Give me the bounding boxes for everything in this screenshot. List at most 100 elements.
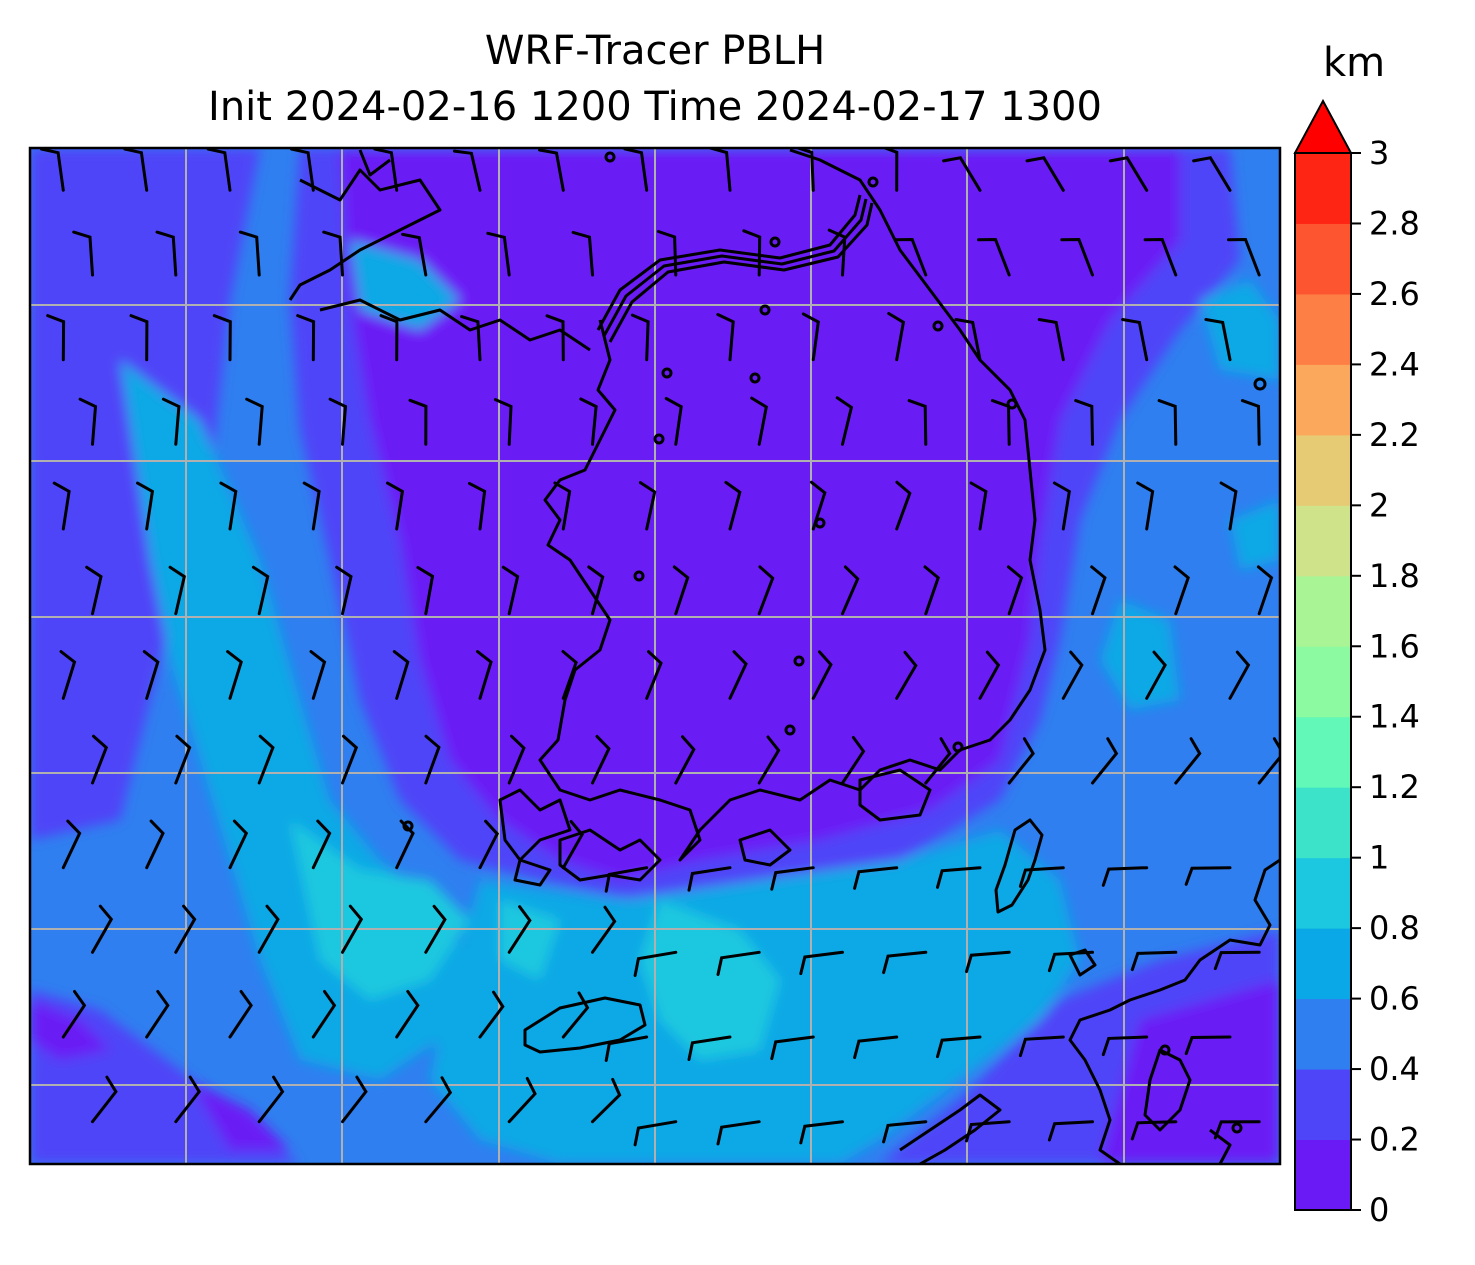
wind-barb — [907, 399, 928, 446]
wind-barb — [728, 650, 748, 700]
colorbar-segment — [1295, 505, 1351, 577]
wind-barb — [1037, 318, 1065, 362]
wind-barb — [341, 1075, 368, 1124]
colorbar-tick-label: 1.4 — [1369, 698, 1420, 736]
colorbar-segment — [1295, 575, 1351, 647]
wind-barb — [408, 398, 428, 446]
wind-barb — [538, 148, 565, 192]
colorbar-tick-label: 2 — [1369, 486, 1389, 524]
wind-barb — [379, 314, 399, 362]
colorbar-segment — [1295, 293, 1351, 365]
colorbar: 0 0.2 0.4 0.6 0.8 1 1.2 1.4 1.6 1.8 2 2.2 2.4 2.6 2.8 3 — [1293, 98, 1420, 1229]
wind-barb — [228, 819, 249, 870]
wind-barb — [478, 990, 505, 1039]
wind-barb — [545, 314, 565, 362]
wind-barb — [1173, 565, 1190, 616]
wind-barb — [799, 950, 844, 976]
wind-barb — [591, 734, 611, 785]
wind-barb — [1157, 399, 1178, 446]
wind-barb — [1091, 737, 1119, 785]
wind-barb — [853, 1035, 899, 1060]
wind-barb — [633, 950, 678, 977]
colorbar-segment — [1295, 998, 1351, 1070]
wind-barb — [841, 565, 860, 616]
wind-barb — [882, 950, 928, 975]
wind-barb — [965, 1120, 1011, 1143]
wind-barb — [978, 650, 1001, 700]
wind-barb — [228, 990, 253, 1039]
colorbar-unit-label: km — [1323, 40, 1386, 86]
wind-barb — [1018, 866, 1065, 888]
wind-barb — [757, 565, 775, 616]
wind-barb — [238, 230, 261, 277]
colorbar-segment — [1295, 857, 1351, 929]
wind-barb — [561, 820, 584, 870]
wind-barb — [1213, 950, 1261, 971]
colorbar-tick-label: 1.8 — [1369, 557, 1420, 595]
wind-barb — [61, 990, 87, 1039]
wind-barb — [853, 866, 899, 890]
colorbar-segment — [1295, 716, 1351, 788]
wind-barb — [591, 1077, 622, 1124]
wind-barb — [501, 565, 520, 616]
wind-barb — [251, 565, 270, 616]
wind-barb — [1047, 1120, 1094, 1142]
wind-barb — [145, 990, 170, 1039]
wind-barb — [311, 819, 332, 870]
wind-barb — [328, 397, 348, 446]
wind-barb — [750, 396, 768, 446]
wind-barb — [770, 1035, 815, 1061]
wind-barb — [990, 399, 1011, 446]
wind-barb — [395, 990, 420, 1039]
colorbar-tick-label: 2.2 — [1369, 416, 1420, 454]
wind-barb — [341, 904, 364, 954]
colorbar-segment — [1295, 646, 1351, 718]
wind-barb — [799, 1120, 844, 1145]
wind-barb — [664, 397, 683, 446]
wind-barb — [72, 230, 94, 277]
wind-barb — [174, 904, 197, 954]
wind-barb — [85, 565, 103, 616]
wind-barb — [46, 314, 66, 362]
wind-barb — [386, 481, 405, 531]
wind-barb — [1101, 866, 1149, 887]
wind-barb — [1074, 399, 1094, 446]
wind-barb — [1025, 156, 1065, 192]
colorbar-tick-label: 2.6 — [1369, 275, 1420, 313]
map-subtitle: Init 2024-02-16 1200 Time 2024-02-17 130… — [208, 84, 1102, 130]
wind-barb — [895, 480, 912, 531]
wind-barb — [936, 1035, 982, 1059]
wind-barb — [1192, 156, 1232, 192]
wind-barb — [61, 819, 82, 870]
wind-barb — [257, 1075, 285, 1124]
wind-barb — [1090, 565, 1107, 616]
wind-barb — [742, 229, 762, 277]
wind-barb — [91, 904, 114, 954]
wind-barb — [936, 866, 982, 889]
wind-barb — [841, 736, 866, 785]
wind-barb — [1213, 1120, 1261, 1140]
wind-barb — [142, 650, 160, 700]
wind-barb — [78, 397, 98, 446]
colorbar-tick-label: 1 — [1369, 839, 1389, 877]
wind-barb — [1108, 156, 1149, 192]
wind-barb — [52, 481, 71, 531]
wind-barb — [561, 650, 578, 700]
wind-barb — [416, 566, 435, 616]
wind-barb — [335, 565, 353, 616]
colorbar-segment — [1295, 787, 1351, 859]
colorbar-extend-arrow — [1293, 98, 1353, 154]
wind-barb — [424, 734, 441, 785]
wind-barb — [1136, 481, 1155, 531]
wind-barb — [226, 650, 243, 700]
wind-barb — [395, 819, 415, 870]
wind-barb — [623, 148, 649, 192]
wind-barb — [942, 156, 982, 192]
wind-barb — [392, 650, 410, 700]
wind-barb — [507, 1077, 537, 1124]
wind-barb — [571, 230, 594, 277]
wind-barb — [716, 1120, 761, 1146]
colorbar-tick-label: 0.4 — [1369, 1050, 1420, 1088]
wind-barb — [1227, 237, 1261, 277]
